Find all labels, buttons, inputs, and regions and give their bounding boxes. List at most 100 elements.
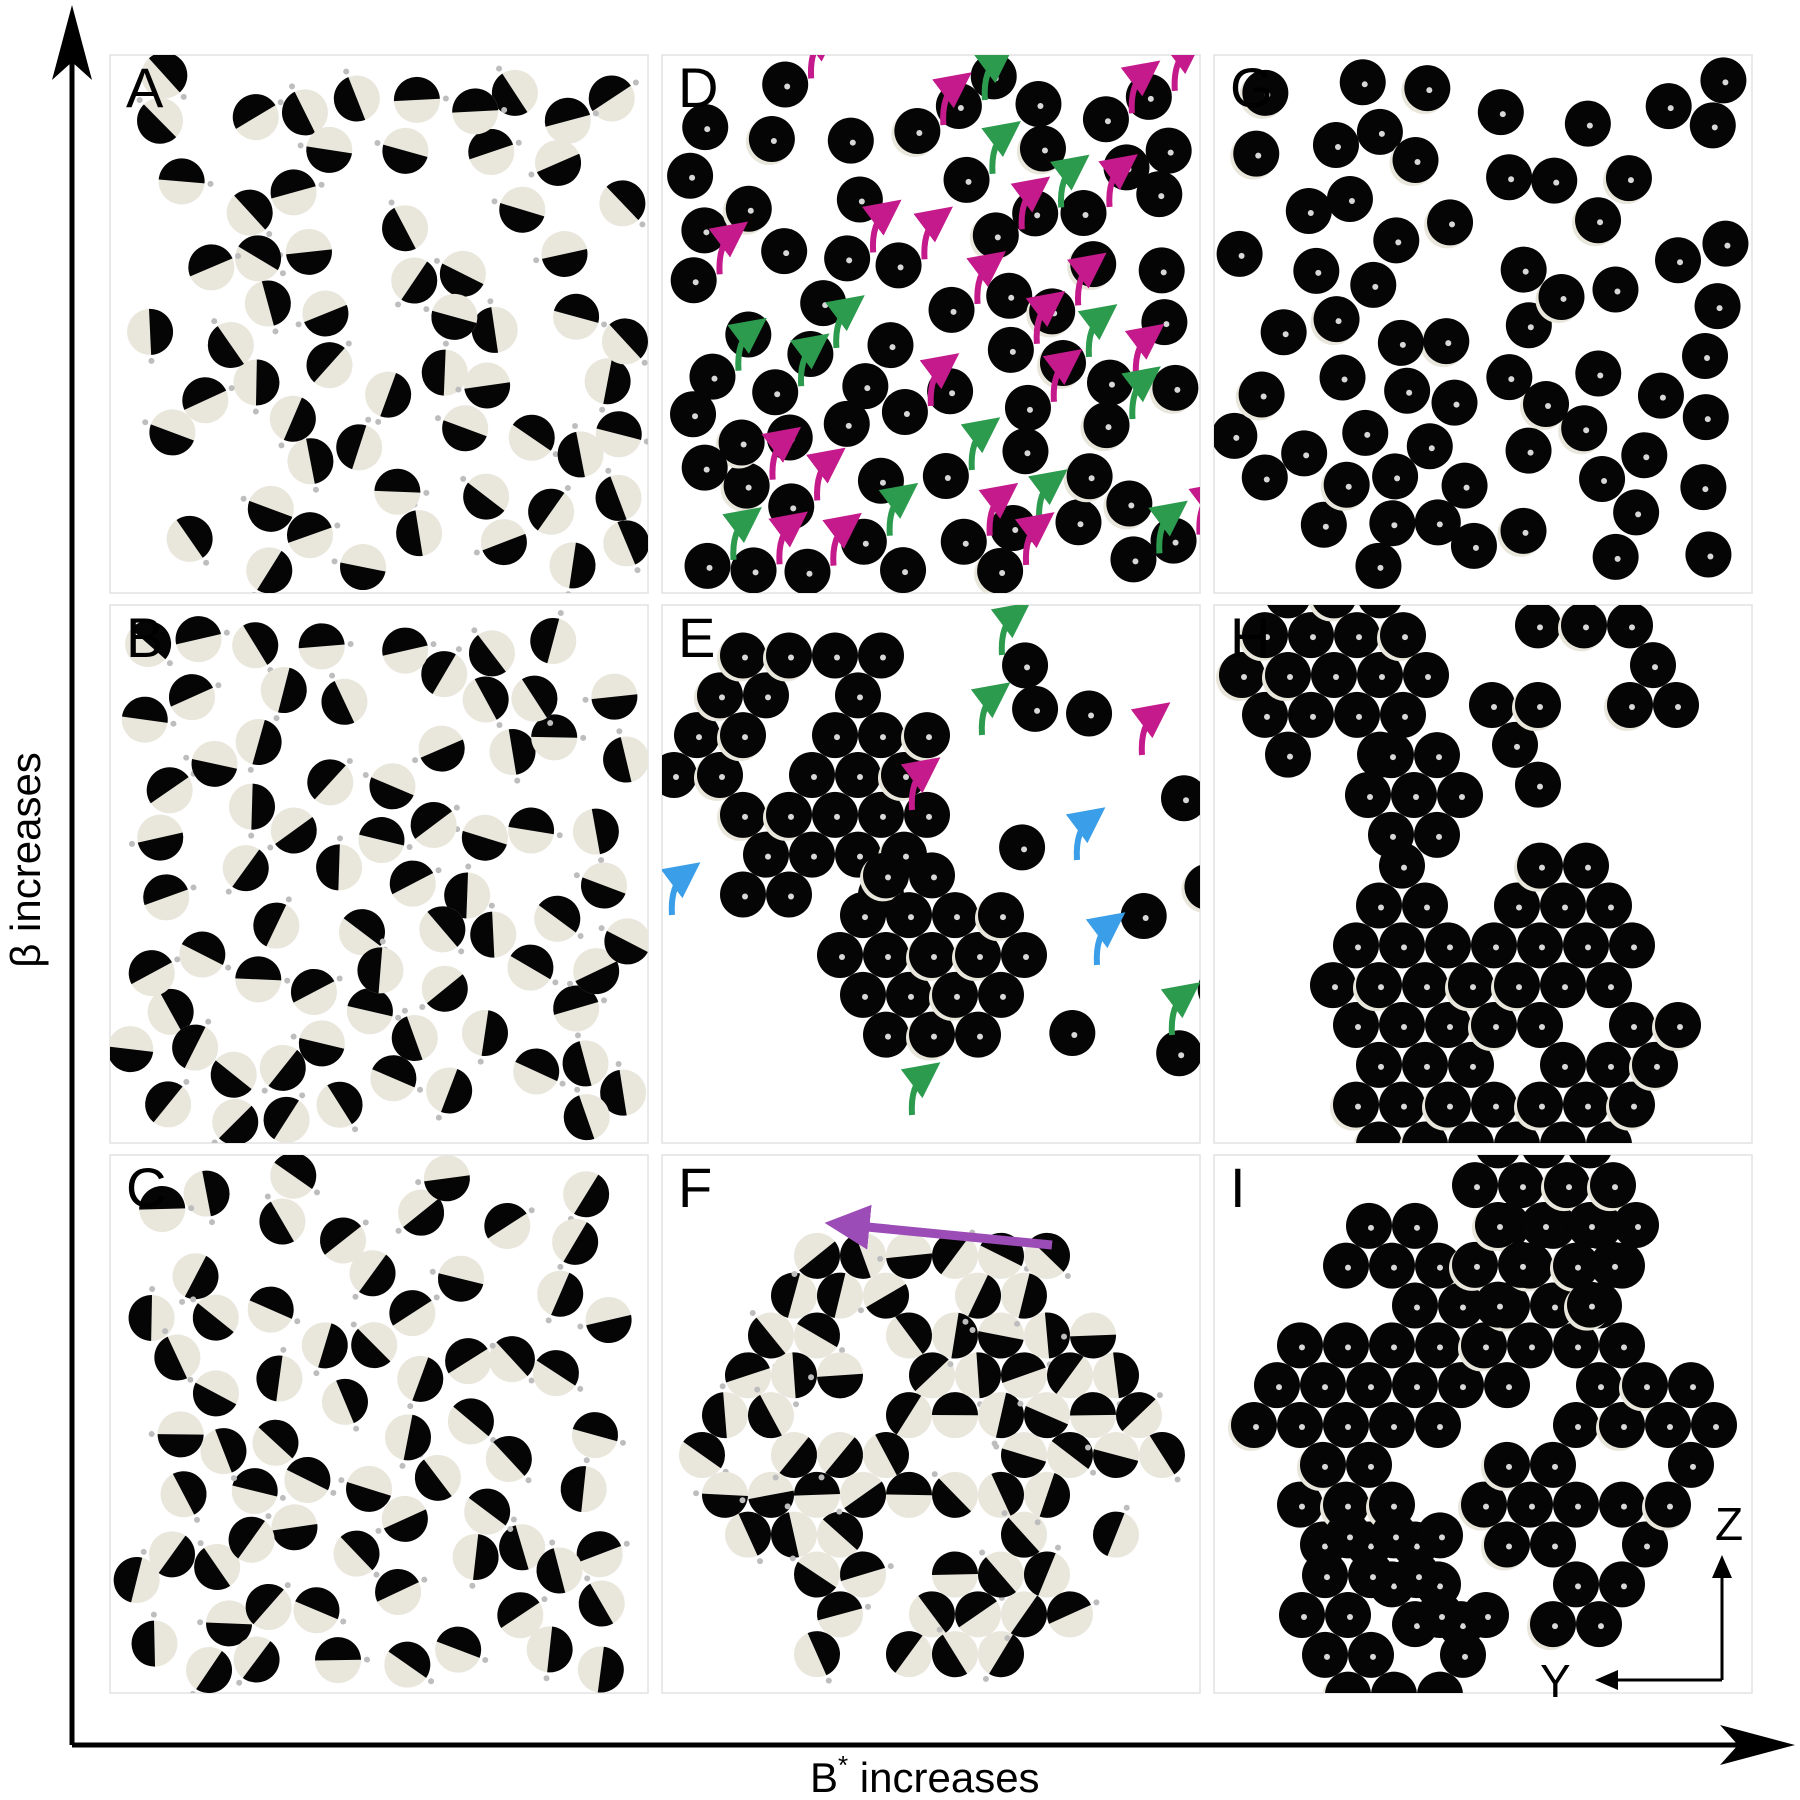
particle <box>338 1465 393 1512</box>
particle <box>932 1551 987 1598</box>
particle <box>1550 1242 1599 1292</box>
particle <box>1120 892 1167 939</box>
y-axis-label: β increases <box>2 752 49 968</box>
particle <box>370 1055 423 1102</box>
particle <box>812 712 858 759</box>
particle <box>260 667 307 722</box>
particle <box>743 831 789 878</box>
particle <box>473 519 527 566</box>
particle <box>316 835 363 891</box>
particle <box>301 1322 348 1377</box>
particle <box>395 1189 445 1236</box>
particle <box>1406 423 1453 470</box>
particle <box>1288 691 1334 738</box>
particle <box>1655 237 1702 284</box>
particle <box>1414 732 1460 779</box>
particle <box>812 632 858 679</box>
particle <box>679 1432 729 1478</box>
particle <box>1391 772 1437 818</box>
particle <box>447 1398 497 1445</box>
particle <box>1380 691 1426 738</box>
particle <box>794 1631 841 1684</box>
particle <box>553 985 608 1032</box>
particle <box>1024 1312 1070 1368</box>
particle <box>1613 489 1660 536</box>
particle <box>158 158 214 205</box>
particle <box>1558 605 1607 652</box>
particle <box>1369 1242 1415 1289</box>
particle <box>1691 1402 1737 1448</box>
particle <box>717 632 766 682</box>
particle <box>166 515 213 566</box>
rotation-arrow <box>722 507 762 561</box>
particle <box>1445 962 1494 1012</box>
particle <box>1484 1362 1530 1409</box>
particle <box>836 176 883 223</box>
particle <box>149 1531 196 1581</box>
particle <box>533 230 588 277</box>
particle <box>763 632 812 682</box>
particle <box>761 228 808 275</box>
particle <box>1576 1601 1622 1648</box>
particle <box>1450 522 1497 569</box>
particle <box>1541 1162 1590 1212</box>
particle <box>577 1646 624 1693</box>
particle <box>1265 731 1311 778</box>
particle <box>1553 1322 1599 1369</box>
particle <box>789 1551 840 1598</box>
particle <box>1310 962 1356 1009</box>
particle <box>1319 354 1366 401</box>
particle <box>295 290 349 337</box>
particle <box>1517 1002 1563 1048</box>
particle <box>232 94 284 141</box>
rotation-arrow <box>1025 291 1066 345</box>
rotation-arrow <box>932 72 972 126</box>
particle <box>142 409 196 456</box>
particle <box>1103 480 1153 530</box>
particle <box>858 712 904 759</box>
particle <box>762 61 809 108</box>
particle <box>1017 1392 1070 1439</box>
panel-label: D <box>678 56 718 119</box>
particle <box>1228 1402 1277 1451</box>
particle <box>1415 1322 1461 1369</box>
particle <box>190 1294 239 1341</box>
rotation-arrow <box>1163 55 1200 92</box>
particle <box>681 444 728 491</box>
particle <box>1491 962 1540 1012</box>
particle <box>694 672 743 722</box>
particle <box>1425 922 1471 969</box>
particle <box>1320 461 1370 511</box>
particle <box>362 763 416 810</box>
particle <box>1311 652 1357 698</box>
coordinate-triad: Z Y <box>1540 1498 1743 1707</box>
particle <box>1061 1312 1116 1359</box>
particle <box>952 932 1001 981</box>
particle <box>293 1587 347 1634</box>
particle <box>1302 1552 1348 1599</box>
particle <box>1645 83 1692 130</box>
particle <box>906 1011 955 1061</box>
particle <box>1520 380 1570 430</box>
particle <box>1572 197 1622 247</box>
particle <box>1685 531 1732 578</box>
particle <box>584 358 631 413</box>
particle <box>297 126 353 173</box>
particle <box>1402 962 1448 1009</box>
particle <box>1001 1272 1047 1327</box>
particle <box>1517 922 1563 969</box>
particle <box>1521 1202 1567 1248</box>
particle <box>452 88 508 135</box>
rotation-arrow <box>825 295 865 349</box>
particle <box>1379 842 1425 889</box>
particle <box>270 1155 320 1199</box>
particle <box>1507 1322 1553 1369</box>
rotation-arrow <box>913 206 953 260</box>
rotation-arrow <box>1049 154 1090 208</box>
particle <box>1145 127 1192 174</box>
motion-direction-arrow <box>824 1204 1053 1250</box>
particle <box>1553 1481 1599 1528</box>
particle <box>1379 922 1425 969</box>
particle <box>932 1626 978 1678</box>
particle <box>298 623 354 670</box>
